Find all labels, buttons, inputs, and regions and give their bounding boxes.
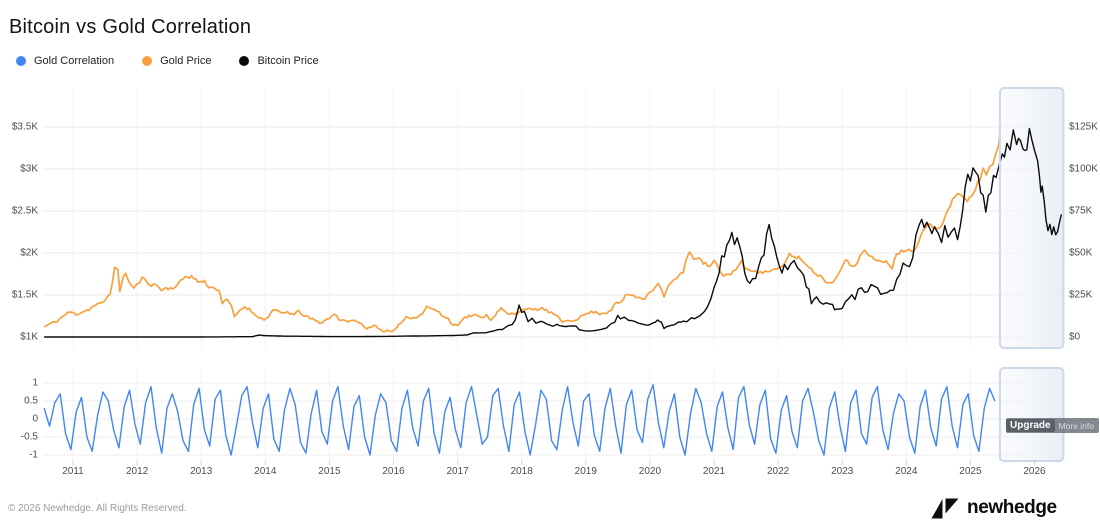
y-axis-label-correlation: -0.5 bbox=[20, 431, 38, 443]
page-title: Bitcoin vs Gold Correlation bbox=[9, 16, 252, 38]
bitcoin-price-dot-icon bbox=[239, 56, 250, 66]
y-axis-label-correlation: -1 bbox=[29, 449, 38, 461]
x-axis-label-year: 2020 bbox=[638, 466, 662, 477]
x-axis-label-year: 2011 bbox=[62, 466, 84, 477]
y-axis-label-bitcoin: $75K bbox=[1069, 205, 1093, 217]
more-info-link[interactable]: More info bbox=[1058, 420, 1094, 431]
x-axis-label-year: 2013 bbox=[190, 466, 213, 477]
legend-label: Bitcoin Price bbox=[257, 55, 319, 67]
bitcoin-price-line bbox=[44, 127, 1063, 338]
x-axis-label-year: 2026 bbox=[1023, 466, 1046, 477]
legend-label: Gold Price bbox=[160, 55, 212, 67]
newhedge-logo-icon bbox=[931, 498, 959, 518]
newhedge-logo: newhedge bbox=[930, 497, 1057, 519]
y-axis-label-gold: $3K bbox=[20, 163, 38, 175]
legend-item-bitcoin-price[interactable]: Bitcoin Price bbox=[239, 55, 319, 67]
x-axis-label-year: 2022 bbox=[766, 466, 790, 477]
gold-correlation-line bbox=[43, 384, 996, 456]
y-axis-label-gold: $1.5K bbox=[11, 289, 38, 301]
locked-region-correlation bbox=[999, 368, 1064, 461]
y-axis-label-gold: $3.5K bbox=[11, 121, 38, 133]
y-axis-label-gold: $2K bbox=[20, 247, 38, 259]
x-axis-label-year: 2014 bbox=[254, 466, 277, 477]
gold-price-dot-icon bbox=[142, 56, 153, 66]
x-axis-label-year: 2016 bbox=[382, 466, 405, 477]
locked-region-border-price bbox=[998, 87, 1065, 349]
x-axis-label-year: 2019 bbox=[574, 466, 597, 477]
locked-region-border-correlation bbox=[998, 367, 1065, 462]
y-axis-label-correlation: 0 bbox=[32, 413, 38, 425]
y-axis-label-bitcoin: $125K bbox=[1069, 121, 1098, 133]
x-axis-label-year: 2023 bbox=[831, 466, 854, 477]
legend-item-gold-correlation[interactable]: Gold Correlation bbox=[16, 55, 114, 67]
y-axis-label-bitcoin: $50K bbox=[1069, 247, 1093, 259]
brand-name: newhedge bbox=[967, 497, 1057, 518]
upgrade-badge[interactable]: Upgrade More info bbox=[1006, 418, 1099, 433]
legend: Gold Correlation Gold Price Bitcoin Price bbox=[16, 55, 319, 67]
y-axis-label-gold: $2.5K bbox=[11, 205, 38, 217]
x-axis-label-year: 2015 bbox=[318, 466, 341, 477]
x-axis-label-year: 2018 bbox=[510, 466, 533, 477]
y-axis-label-bitcoin: $25K bbox=[1069, 289, 1093, 301]
x-axis-label-year: 2021 bbox=[702, 466, 726, 477]
y-axis-label-bitcoin: $0 bbox=[1069, 331, 1081, 343]
copyright-text: © 2026 Newhedge. All Rights Reserved. bbox=[8, 503, 187, 514]
legend-item-gold-price[interactable]: Gold Price bbox=[142, 55, 211, 67]
y-axis-label-correlation: 1 bbox=[32, 377, 38, 389]
gold-correlation-dot-icon bbox=[16, 56, 26, 66]
x-axis-label-year: 2024 bbox=[895, 466, 918, 477]
gold-price-line bbox=[43, 133, 1001, 333]
y-axis-label-gold: $1K bbox=[20, 331, 38, 343]
x-axis-label-year: 2017 bbox=[446, 466, 469, 477]
locked-region-price bbox=[999, 88, 1064, 348]
x-axis-label-year: 2025 bbox=[959, 466, 982, 477]
y-axis-label-bitcoin: $100K bbox=[1069, 163, 1098, 175]
x-axis-label-year: 2012 bbox=[125, 466, 149, 477]
upgrade-button[interactable]: Upgrade bbox=[1006, 419, 1055, 432]
legend-label: Gold Correlation bbox=[34, 55, 115, 67]
y-axis-label-correlation: 0.5 bbox=[24, 395, 38, 407]
